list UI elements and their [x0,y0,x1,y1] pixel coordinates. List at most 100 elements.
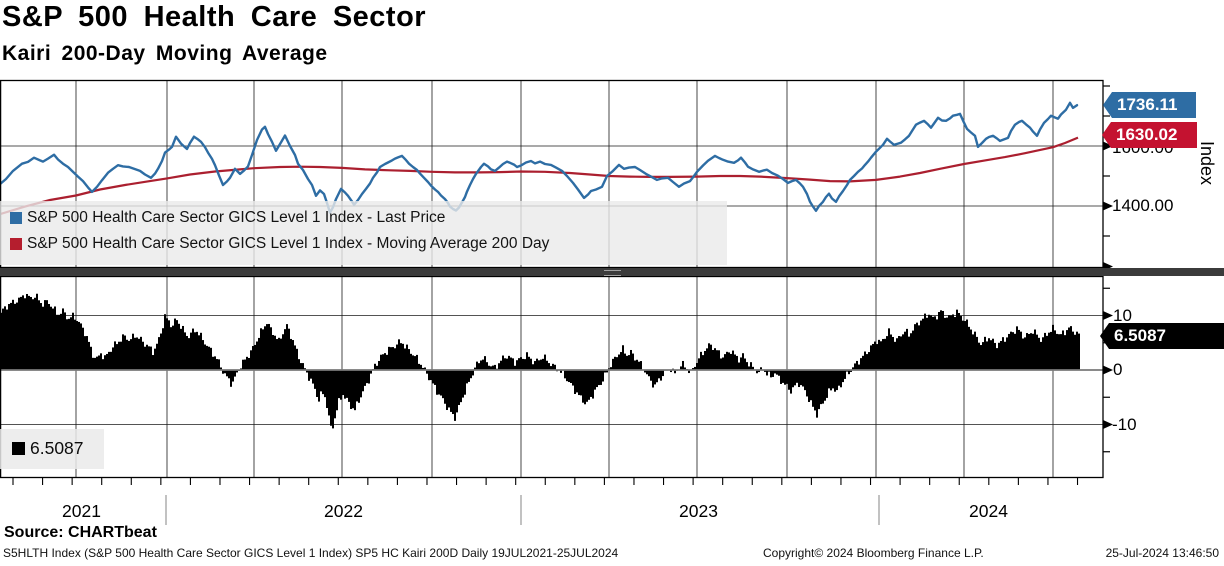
kairi-bar [466,370,468,384]
kairi-legend-box: 6.5087 [0,429,104,469]
kairi-bar [796,370,798,383]
kairi-bar [306,370,308,373]
kairi-bar [352,370,354,409]
kairi-bar [78,321,80,370]
kairi-bar [346,370,348,398]
kairi-bar [1034,329,1036,370]
kairi-bar [180,328,182,370]
kairi-bar [202,340,204,370]
kairi-bar [326,370,328,409]
kairi-bar [988,338,990,370]
kairi-bar [410,353,412,370]
kairi-bar [958,312,960,370]
kairi-bar [522,358,524,370]
kairi-bar [450,370,452,412]
kairi-bar [750,362,752,370]
kairi-bar [878,339,880,370]
kairi-bar [158,337,160,370]
kairi-bar [150,346,152,370]
last-price-swatch-icon [10,212,22,224]
kairi-bar [1066,330,1068,370]
kairi-bar [602,370,604,382]
kairi-bar [482,359,484,370]
kairi-bar [758,370,760,373]
kairi-bar [530,358,532,370]
kairi-bar [966,319,968,370]
kairi-bar [968,326,970,370]
kairi-bar [492,365,494,370]
kairi-bar [136,337,138,370]
kairi-bar [468,370,470,382]
kairi-bar [564,370,566,379]
kairi-bar [1004,341,1006,370]
legend-item-moving-average[interactable]: S&P 500 Health Care Sector GICS Level 1 … [10,232,549,256]
panel-divider[interactable] [0,268,1224,276]
kairi-bar [334,370,336,419]
kairi-bar [612,358,614,370]
kairi-bar [760,367,762,370]
kairi-bar [810,370,812,401]
kairi-bar [860,358,862,370]
kairi-bar [226,370,228,377]
kairi-bar [1018,329,1020,370]
kairi-bar [538,360,540,370]
kairi-bar [992,338,994,370]
kairi-bar [258,337,260,370]
kairi-bar [998,342,1000,370]
kairi-bar [14,303,16,370]
kairi-bar [184,332,186,370]
kairi-bar [34,297,36,370]
kairi-bar [632,353,634,370]
kairi-bar [582,370,584,403]
kairi-bar [374,363,376,370]
kairi-bar [594,370,596,390]
kairi-bar [140,336,142,370]
kairi-bar [354,370,356,411]
kairi-bar [646,370,648,375]
kairi-bar [652,370,654,388]
kairi-bar [714,348,716,370]
kairi-bar [408,349,410,370]
kairi-bar [924,313,926,370]
kairi-bar [624,353,626,370]
kairi-bar [882,338,884,370]
kairi-bar [480,360,482,370]
kairi-bar [344,370,346,399]
kairi-bar [188,338,190,370]
kairi-bar [114,341,116,370]
kairi-bar [206,345,208,370]
kairi-bar [932,316,934,370]
kairi-bar [316,370,318,397]
kairi-bar [866,354,868,370]
kairi-bar [940,310,942,370]
kairi-bar [794,370,796,386]
kairi-plot-area[interactable] [0,276,1103,478]
kairi-bar [780,370,782,384]
kairi-bar [812,370,814,407]
kairi-bar [718,350,720,370]
legend-item-last-price[interactable]: S&P 500 Health Care Sector GICS Level 1 … [10,206,445,230]
kairi-bar [266,324,268,370]
kairi-bar [178,323,180,370]
kairi-bar [442,370,444,399]
kairi-bar [52,308,54,370]
y-tick-label-pos10: 10 [1113,306,1132,325]
kairi-bar [10,302,12,370]
kairi-bar [76,321,78,370]
kairi-bar [22,295,24,370]
kairi-bar [970,329,972,370]
kairi-bar [640,361,642,370]
kairi-bar [282,334,284,370]
kairi-bar [1064,335,1066,370]
kairi-bar [702,355,704,370]
kairi-bar [798,370,800,388]
kairi-bar [400,343,402,370]
legend-item-kairi[interactable]: 6.5087 [12,438,84,459]
kairi-bar [498,363,500,370]
kairi-bar [348,370,350,402]
kairi-bar [220,367,222,370]
kairi-bar [12,299,14,370]
kairi-bar [274,335,276,370]
kairi-bar [412,355,414,370]
